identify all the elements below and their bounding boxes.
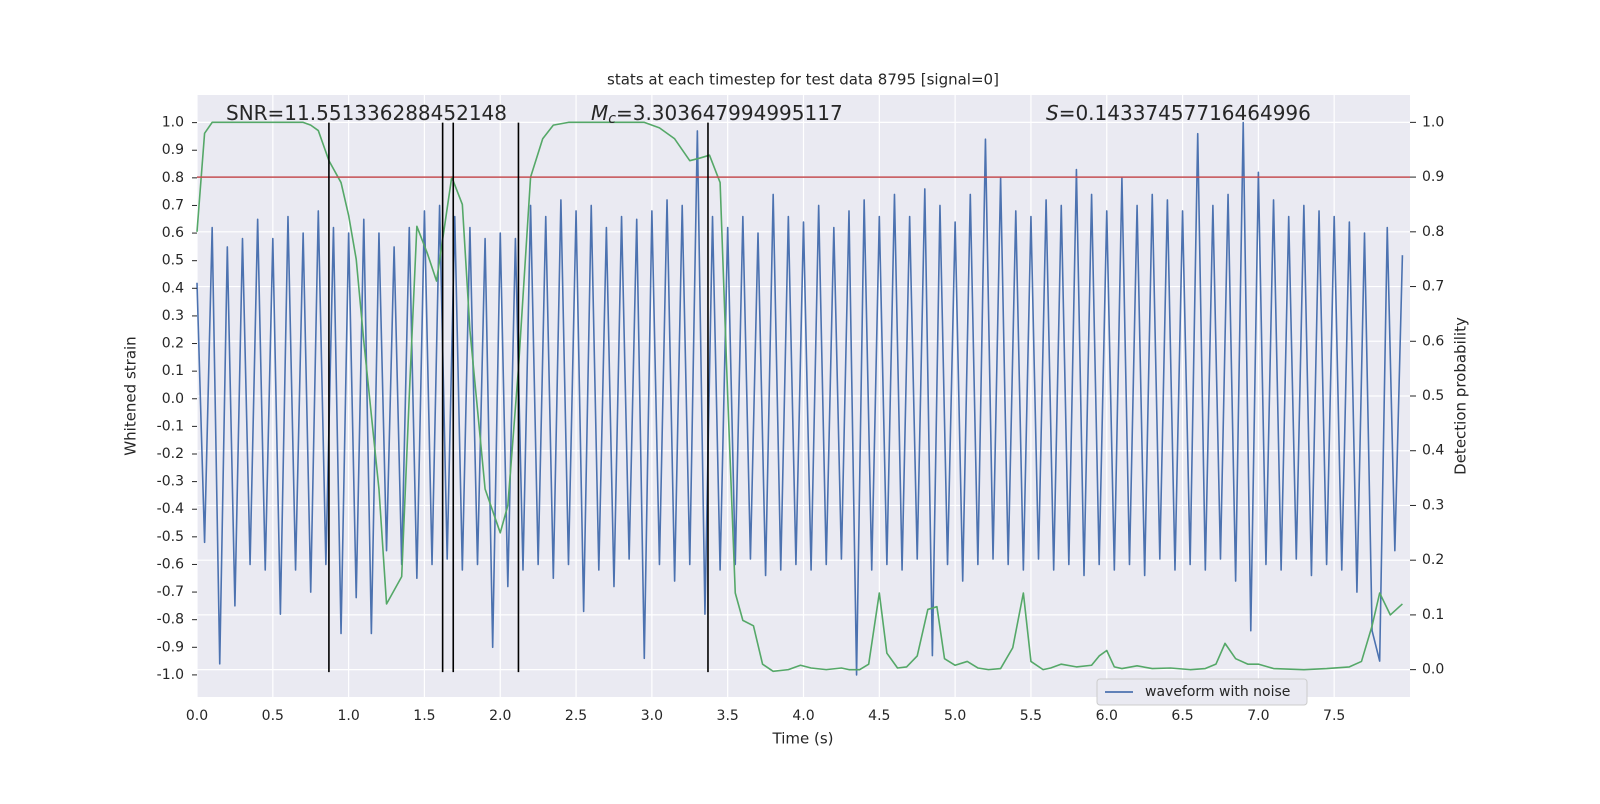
y-tick-label: -0.7 bbox=[157, 584, 184, 600]
y-axis-label: Whitened strain bbox=[122, 336, 140, 455]
y2-tick-label: 0.4 bbox=[1422, 443, 1444, 459]
annotation-symbol: S bbox=[1046, 101, 1059, 125]
legend-label: waveform with noise bbox=[1145, 684, 1290, 700]
y-tick-label: 0.3 bbox=[162, 308, 184, 324]
x-tick-label: 2.5 bbox=[565, 708, 587, 724]
x-tick-label: 0.5 bbox=[262, 708, 284, 724]
y-tick-label: 0.7 bbox=[162, 197, 184, 213]
y2-tick-label: 0.2 bbox=[1422, 552, 1444, 568]
y-tick-label: 1.0 bbox=[162, 115, 184, 131]
y2-tick-label: 0.8 bbox=[1422, 224, 1444, 240]
y2-tick-label: 0.6 bbox=[1422, 333, 1444, 349]
annotation: SNR=11.551336288452148 bbox=[226, 101, 507, 125]
x-tick-label: 6.5 bbox=[1171, 708, 1193, 724]
annotation-subscript: c bbox=[608, 111, 616, 127]
annotation: Mc=3.303647994995117 bbox=[591, 101, 843, 128]
y-tick-label: 0.8 bbox=[162, 170, 184, 186]
y2-axis-label: Detection probability bbox=[1452, 317, 1470, 475]
y-tick-label: 0.5 bbox=[162, 253, 184, 269]
y-tick-label: -0.1 bbox=[157, 418, 184, 434]
y2-tick-label: 0.5 bbox=[1422, 388, 1444, 404]
y-tick-label: 0.6 bbox=[162, 225, 184, 241]
annotation: S=0.14337457716464996 bbox=[1046, 101, 1311, 125]
y-tick-label: 0.4 bbox=[162, 280, 184, 296]
x-tick-label: 4.0 bbox=[792, 708, 814, 724]
waveform-line bbox=[196, 121, 1404, 676]
chart-title: stats at each timestep for test data 879… bbox=[607, 71, 999, 89]
annotation-value: =3.303647994995117 bbox=[616, 101, 843, 125]
y-tick-label: 0.2 bbox=[162, 336, 184, 352]
x-tick-label: 1.0 bbox=[337, 708, 359, 724]
y2-tick-label: 0.1 bbox=[1422, 607, 1444, 623]
x-tick-label: 5.0 bbox=[944, 708, 966, 724]
y-tick-label: -0.8 bbox=[157, 612, 184, 628]
x-tick-label: 7.5 bbox=[1323, 708, 1345, 724]
legend-box bbox=[1096, 678, 1308, 706]
y-tick-label: -0.4 bbox=[157, 501, 184, 517]
annotation-value: =0.14337457716464996 bbox=[1059, 101, 1311, 125]
y2-tick-label: 0.9 bbox=[1422, 169, 1444, 185]
y-tick-label: 0.1 bbox=[162, 363, 184, 379]
x-tick-label: 3.0 bbox=[641, 708, 663, 724]
x-tick-label: 7.0 bbox=[1247, 708, 1269, 724]
y-tick-label: -1.0 bbox=[157, 667, 184, 683]
y2-tick-label: 0.0 bbox=[1422, 662, 1444, 678]
y2-tick-label: 0.3 bbox=[1422, 497, 1444, 513]
annotation-symbol: M bbox=[591, 101, 608, 125]
x-tick-label: 4.5 bbox=[868, 708, 890, 724]
y2-tick-label: 1.0 bbox=[1422, 114, 1444, 130]
y-tick-label: 0.0 bbox=[162, 391, 184, 407]
annotation-value: SNR=11.551336288452148 bbox=[226, 101, 507, 125]
y-tick-label: -0.5 bbox=[157, 529, 184, 545]
x-axis-label: Time (s) bbox=[772, 730, 834, 748]
y-tick-label: 0.9 bbox=[162, 142, 184, 158]
x-tick-label: 5.5 bbox=[1020, 708, 1042, 724]
y-tick-label: -0.6 bbox=[157, 556, 184, 572]
x-tick-label: 1.5 bbox=[413, 708, 435, 724]
x-tick-label: 3.5 bbox=[717, 708, 739, 724]
y2-tick-label: 0.7 bbox=[1422, 279, 1444, 295]
x-tick-label: 2.0 bbox=[489, 708, 511, 724]
marks bbox=[196, 121, 1410, 676]
y-tick-label: -0.3 bbox=[157, 474, 184, 490]
y-tick-label: -0.2 bbox=[157, 446, 184, 462]
y-tick-label: -0.9 bbox=[157, 639, 184, 655]
legend: waveform with noise bbox=[1096, 678, 1308, 706]
x-tick-label: 0.0 bbox=[186, 708, 208, 724]
probability-line bbox=[196, 121, 1403, 673]
x-tick-label: 6.0 bbox=[1096, 708, 1118, 724]
